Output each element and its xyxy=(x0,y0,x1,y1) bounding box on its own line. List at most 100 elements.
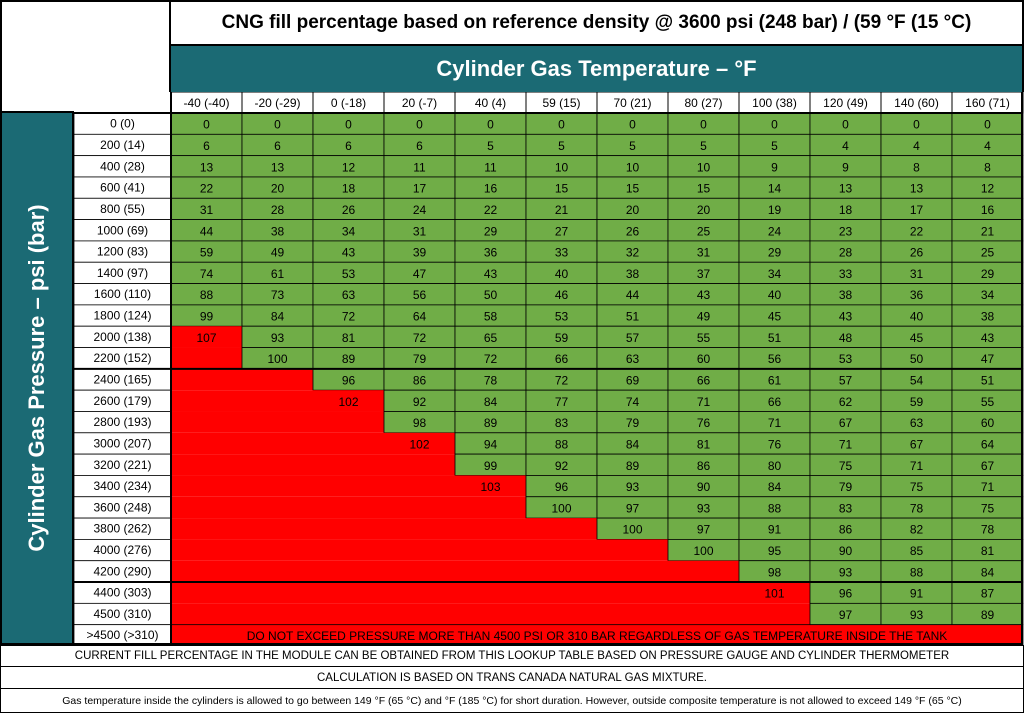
fill-value: 28 xyxy=(839,246,853,260)
danger-cell xyxy=(455,603,526,625)
fill-value: 59 xyxy=(910,395,924,409)
fill-value: 91 xyxy=(910,587,924,601)
column-header: 70 (21) xyxy=(613,96,651,110)
fill-value: 63 xyxy=(626,352,640,366)
fill-value: 50 xyxy=(484,288,498,302)
fill-value: 40 xyxy=(555,267,569,281)
fill-value: 69 xyxy=(626,374,640,388)
fill-value: 103 xyxy=(480,480,500,494)
danger-cell xyxy=(526,539,597,561)
page-title: CNG fill percentage based on reference d… xyxy=(171,0,1024,46)
fill-value: 74 xyxy=(626,395,640,409)
fill-value: 12 xyxy=(342,160,356,174)
fill-value: 93 xyxy=(271,331,285,345)
danger-cell xyxy=(455,518,526,540)
fill-value: 84 xyxy=(768,480,782,494)
fill-value: 100 xyxy=(622,523,642,537)
fill-value: 66 xyxy=(555,352,569,366)
fill-value: 0 xyxy=(345,118,352,132)
row-header: 4500 (310) xyxy=(93,607,151,621)
fill-value: 4 xyxy=(913,139,920,153)
fill-value: 15 xyxy=(697,182,711,196)
fill-value: 16 xyxy=(981,203,995,217)
fill-value: 10 xyxy=(555,160,569,174)
column-header: -20 (-29) xyxy=(254,96,300,110)
fill-value: 78 xyxy=(981,523,995,537)
fill-value: 9 xyxy=(771,160,778,174)
fill-value: 66 xyxy=(697,374,711,388)
fill-value: 37 xyxy=(697,267,711,281)
fill-value: 24 xyxy=(413,203,427,217)
fill-value: 90 xyxy=(697,480,711,494)
danger-cell xyxy=(242,432,313,455)
danger-cell xyxy=(171,368,242,391)
fill-value: 16 xyxy=(484,182,498,196)
fill-value: 93 xyxy=(697,501,711,515)
danger-cell xyxy=(313,411,384,433)
danger-cell xyxy=(384,454,455,476)
danger-cell xyxy=(313,390,384,412)
fill-value: 91 xyxy=(768,523,782,537)
fill-value: 56 xyxy=(413,288,427,302)
fill-value: 13 xyxy=(910,182,924,196)
fill-value: 49 xyxy=(271,246,285,260)
danger-cell xyxy=(313,432,384,455)
fill-value: 88 xyxy=(768,501,782,515)
fill-value: 61 xyxy=(768,374,782,388)
fill-value: 85 xyxy=(910,544,924,558)
fill-value: 88 xyxy=(910,565,924,579)
danger-cell xyxy=(668,582,739,604)
danger-cell xyxy=(384,432,455,455)
fill-value: 44 xyxy=(200,224,214,238)
fill-value: 73 xyxy=(271,288,285,302)
fill-value: 36 xyxy=(484,246,498,260)
fill-value: 38 xyxy=(981,310,995,324)
fill-value: 71 xyxy=(697,395,711,409)
fill-value: 22 xyxy=(910,224,924,238)
fill-value: 0 xyxy=(558,118,565,132)
fill-value: 79 xyxy=(626,416,640,430)
fill-value: 38 xyxy=(839,288,853,302)
danger-cell xyxy=(171,454,242,476)
danger-cell xyxy=(455,475,526,497)
fill-value: 58 xyxy=(484,310,498,324)
fill-value: 92 xyxy=(555,459,569,473)
danger-cell xyxy=(242,368,313,391)
fill-value: 9 xyxy=(842,160,849,174)
fill-value: 107 xyxy=(196,331,216,345)
fill-value: 97 xyxy=(697,523,711,537)
danger-cell xyxy=(739,582,810,604)
row-header: 2600 (179) xyxy=(93,394,151,408)
fill-value: 51 xyxy=(981,374,995,388)
danger-cell xyxy=(171,560,242,583)
fill-value: 60 xyxy=(981,416,995,430)
fill-value: 25 xyxy=(697,224,711,238)
fill-value: 53 xyxy=(839,352,853,366)
fill-value: 99 xyxy=(484,459,498,473)
row-header: 1600 (110) xyxy=(94,287,151,301)
fill-value: 18 xyxy=(839,203,853,217)
danger-cell xyxy=(171,539,242,561)
row-header: 3800 (262) xyxy=(93,522,151,536)
fill-value: 75 xyxy=(910,480,924,494)
fill-value: 17 xyxy=(910,203,924,217)
fill-value: 100 xyxy=(267,352,287,366)
fill-value: 86 xyxy=(839,523,853,537)
danger-cell xyxy=(242,411,313,433)
fill-value: 47 xyxy=(981,352,995,366)
fill-value: 55 xyxy=(981,395,995,409)
fill-value: 6 xyxy=(345,139,352,153)
fill-value: 33 xyxy=(839,267,853,281)
fill-value: 92 xyxy=(413,395,427,409)
column-header: -40 (-40) xyxy=(183,96,229,110)
fill-value: 6 xyxy=(416,139,423,153)
fill-value: 4 xyxy=(842,139,849,153)
fill-value: 45 xyxy=(768,310,782,324)
pressure-axis-header: Cylinder Gas Pressure – psi (bar) xyxy=(0,113,74,645)
fill-value: 96 xyxy=(839,587,853,601)
row-header: 4400 (303) xyxy=(93,586,151,600)
danger-cell xyxy=(739,603,810,625)
fill-value: 10 xyxy=(697,160,711,174)
fill-value: 63 xyxy=(342,288,356,302)
fill-value: 76 xyxy=(697,416,711,430)
